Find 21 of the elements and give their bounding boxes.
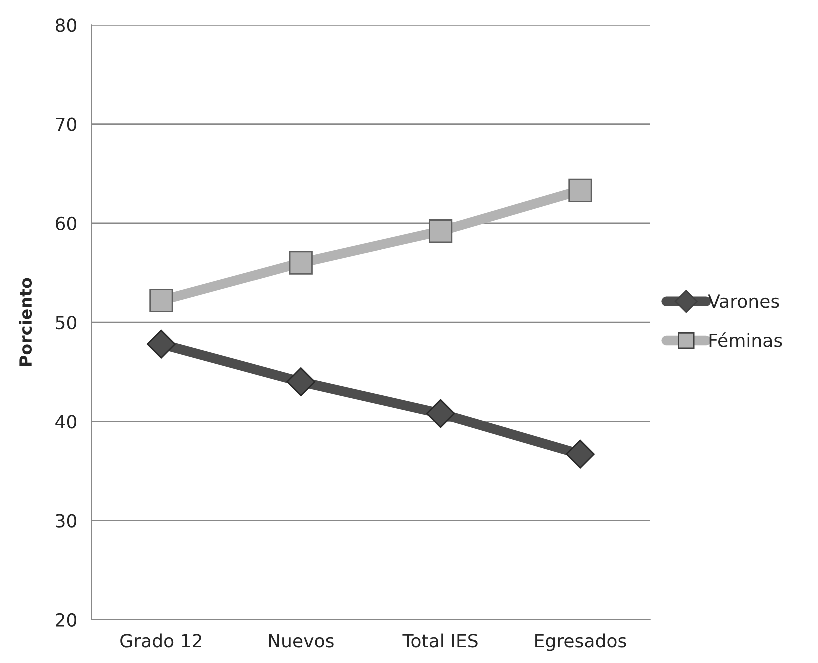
x-tick-label: Total IES (402, 634, 478, 648)
y-tick-label: 60 (56, 216, 77, 231)
y-tick-label: 50 (56, 316, 77, 330)
y-tick-label: 80 (56, 18, 77, 32)
legend-label: Féminas (710, 332, 782, 348)
y-tick-label: 20 (56, 613, 77, 628)
point (289, 251, 313, 275)
x-tick-label: Grado 12 (120, 634, 202, 648)
y-tick-label: 70 (56, 118, 77, 132)
y-tick-label: 30 (56, 514, 77, 528)
y-tick-label: 40 (56, 415, 77, 429)
point (426, 399, 456, 428)
point (150, 288, 174, 313)
x-tick-label: Nuevos (269, 634, 334, 648)
y-axis-title: Porciento (19, 278, 32, 366)
x-tick-label: Egresados (536, 634, 626, 652)
point (568, 178, 592, 203)
point (566, 440, 595, 469)
point (147, 330, 176, 359)
point (428, 220, 453, 244)
point (286, 368, 316, 396)
